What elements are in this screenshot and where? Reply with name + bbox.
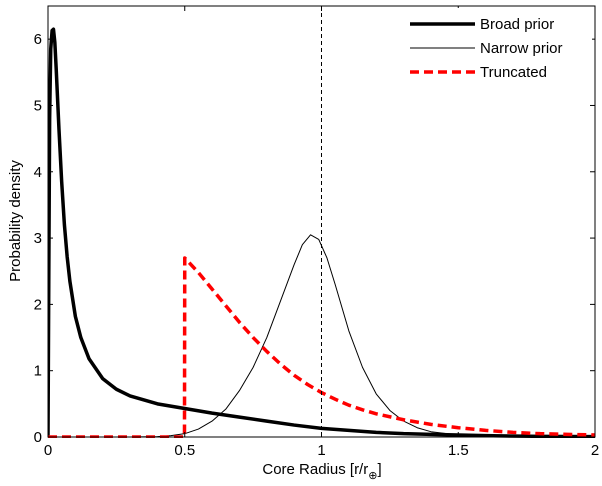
y-tick-label-5: 5 bbox=[34, 97, 42, 114]
series-line-1 bbox=[48, 234, 595, 438]
ticks-layer: 0 0.5 1 1.5 2 0 1 2 3 4 5 6 bbox=[34, 6, 599, 459]
x-axis-label: Core Radius [r/r⊕] bbox=[262, 461, 381, 482]
y-tick-label-0: 0 bbox=[34, 429, 42, 446]
x-tick-label-1: 0.5 bbox=[174, 442, 195, 459]
x-tick-label-2: 1 bbox=[317, 442, 325, 459]
y-axis-label: Probability density bbox=[7, 160, 24, 282]
x-tick-label-3: 1.5 bbox=[448, 442, 469, 459]
legend: Broad prior Narrow prior Truncated bbox=[404, 8, 592, 88]
legend-label-broad: Broad prior bbox=[480, 16, 554, 33]
x-axis-label-sub: ⊕ bbox=[368, 470, 377, 482]
x-axis-label-main: Core Radius [r/r bbox=[262, 461, 368, 478]
y-tick-label-4: 4 bbox=[34, 164, 42, 181]
x-tick-label-0: 0 bbox=[44, 442, 52, 459]
legend-label-truncated: Truncated bbox=[480, 64, 547, 81]
x-tick-label-4: 2 bbox=[591, 442, 599, 459]
legend-label-narrow: Narrow prior bbox=[480, 40, 563, 57]
y-tick-label-1: 1 bbox=[34, 363, 42, 380]
y-tick-label-6: 6 bbox=[34, 31, 42, 48]
y-tick-label-2: 2 bbox=[34, 296, 42, 313]
y-tick-label-3: 3 bbox=[34, 230, 42, 247]
x-axis-label-close: ] bbox=[377, 461, 381, 478]
series-line-0 bbox=[48, 27, 595, 438]
